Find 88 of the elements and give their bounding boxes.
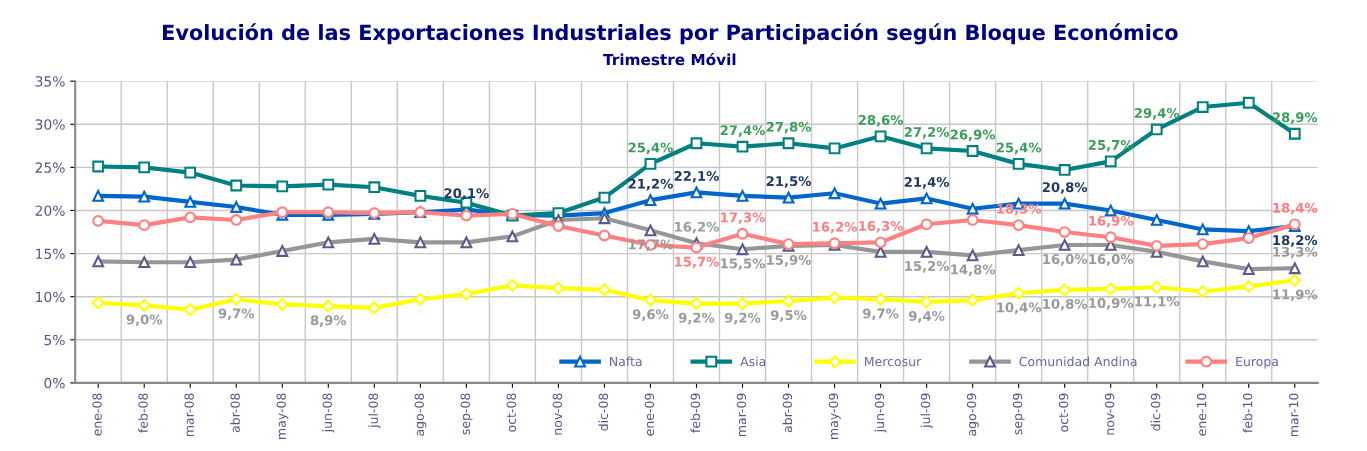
data-label: 9,7%: [862, 308, 899, 321]
data-label: 14,8%: [951, 264, 996, 277]
legend-label: Nafta: [610, 356, 642, 367]
data-label: 11,1%: [1135, 296, 1180, 308]
x-tick-label: mar-10: [1288, 393, 1299, 437]
data-label: 22,1%: [674, 170, 719, 183]
x-tick-label: ene-10: [1196, 393, 1207, 436]
data-label: 9,4%: [908, 310, 945, 323]
x-tick-label: may-09: [828, 393, 841, 439]
data-label: 21,4%: [904, 176, 950, 189]
x-tick-label: feb-08: [138, 393, 148, 433]
x-tick-label: ago-08: [414, 393, 427, 436]
data-label: 8,9%: [310, 315, 347, 327]
x-tick-label: mar-09: [736, 393, 747, 437]
x-tick-label: abr-08: [230, 393, 240, 433]
x-tick-label: dic-09: [1150, 393, 1161, 431]
x-tick-label: mar-08: [184, 393, 194, 437]
data-label: 20,1%: [444, 188, 489, 200]
y-tick-label: 5%: [44, 334, 65, 346]
data-label: 9,2%: [724, 312, 761, 325]
data-label: 10,4%: [997, 302, 1042, 315]
data-label: 15,7%: [675, 256, 719, 269]
data-label: 15,9%: [767, 254, 811, 267]
data-label: 27,4%: [720, 125, 765, 137]
data-label: 15,5%: [721, 258, 765, 271]
data-label: 25,7%: [1088, 139, 1134, 152]
data-label: 28,9%: [1272, 112, 1318, 124]
data-label: 16,0%: [1089, 254, 1134, 266]
data-label: 16,9%: [1089, 215, 1134, 228]
data-label: 25,4%: [628, 142, 673, 155]
data-label: 18,3%: [997, 203, 1042, 216]
data-label: 10,9%: [1089, 298, 1134, 310]
x-tick-label: nov-08: [552, 393, 563, 435]
y-tick-label: 15%: [36, 248, 65, 260]
x-tick-label: ene-08: [92, 393, 102, 436]
data-label: 28,6%: [858, 114, 904, 127]
data-label: 9,2%: [678, 312, 715, 325]
data-label: 10,8%: [1043, 298, 1088, 311]
data-label: 15,2%: [905, 260, 950, 273]
data-label: 9,0%: [126, 314, 163, 327]
data-label: 16,2%: [813, 221, 858, 234]
data-label: 18,4%: [1273, 202, 1318, 215]
x-tick-label: ene-09: [644, 393, 655, 436]
x-tick-label: sep-08: [460, 393, 473, 435]
data-label: 16,2%: [675, 221, 719, 234]
x-tick-label: feb-10: [1242, 393, 1253, 433]
data-label: 9,5%: [770, 310, 807, 322]
data-label: 11,9%: [1273, 289, 1318, 302]
data-label: 9,6%: [632, 309, 669, 321]
x-tick-label: feb-09: [690, 393, 701, 433]
data-label: 20,8%: [1042, 182, 1088, 194]
chart-subtitle: Trimestre Móvil: [603, 52, 736, 66]
x-tick-label: oct-08: [506, 393, 517, 432]
y-tick-label: 0%: [44, 377, 65, 389]
y-tick-label: 25%: [35, 162, 65, 173]
x-tick-label: nov-09: [1104, 393, 1115, 435]
x-tick-label: jun-09: [874, 393, 887, 433]
chart-title: Evolución de las Exportaciones Industriales por Participación según Bloque Económico: [163, 23, 1178, 45]
data-label: 17,3%: [721, 212, 765, 224]
x-tick-label: sep-09: [1012, 393, 1025, 435]
y-tick-label: 10%: [36, 291, 65, 303]
x-tick-label: jun-08: [322, 393, 335, 433]
data-label: 21,5%: [766, 176, 811, 188]
data-label: 26,9%: [950, 129, 996, 142]
legend-label: Comunidad Andina: [1019, 356, 1137, 367]
x-tick-label: oct-09: [1058, 393, 1069, 432]
y-tick-label: 20%: [35, 205, 65, 216]
data-label: 25,4%: [996, 142, 1042, 155]
x-tick-label: abr-09: [782, 393, 793, 433]
x-tick-label: jul-08: [368, 393, 381, 429]
y-tick-label: 30%: [35, 119, 65, 130]
x-tick-label: may-08: [276, 393, 289, 439]
x-tick-label: dic-08: [598, 393, 609, 431]
data-label: 13,3%: [1273, 246, 1318, 259]
y-tick-label: 35%: [35, 76, 65, 87]
legend-label: Asia: [740, 356, 766, 367]
legend-label: Mercosur: [865, 356, 922, 367]
data-label: 9,7%: [218, 308, 255, 321]
data-label: 27,2%: [904, 126, 950, 139]
data-label: 29,4%: [1134, 108, 1180, 120]
x-tick-label: jul-09: [920, 393, 933, 429]
legend-label: Europa: [1236, 356, 1278, 369]
data-label: 16,3%: [859, 220, 904, 233]
data-label: 27,8%: [766, 121, 811, 134]
data-label: 21,2%: [628, 178, 673, 191]
data-label: 16,0%: [1043, 254, 1088, 266]
x-tick-label: ago-09: [966, 393, 979, 436]
data-label: 18,2%: [1273, 235, 1318, 247]
